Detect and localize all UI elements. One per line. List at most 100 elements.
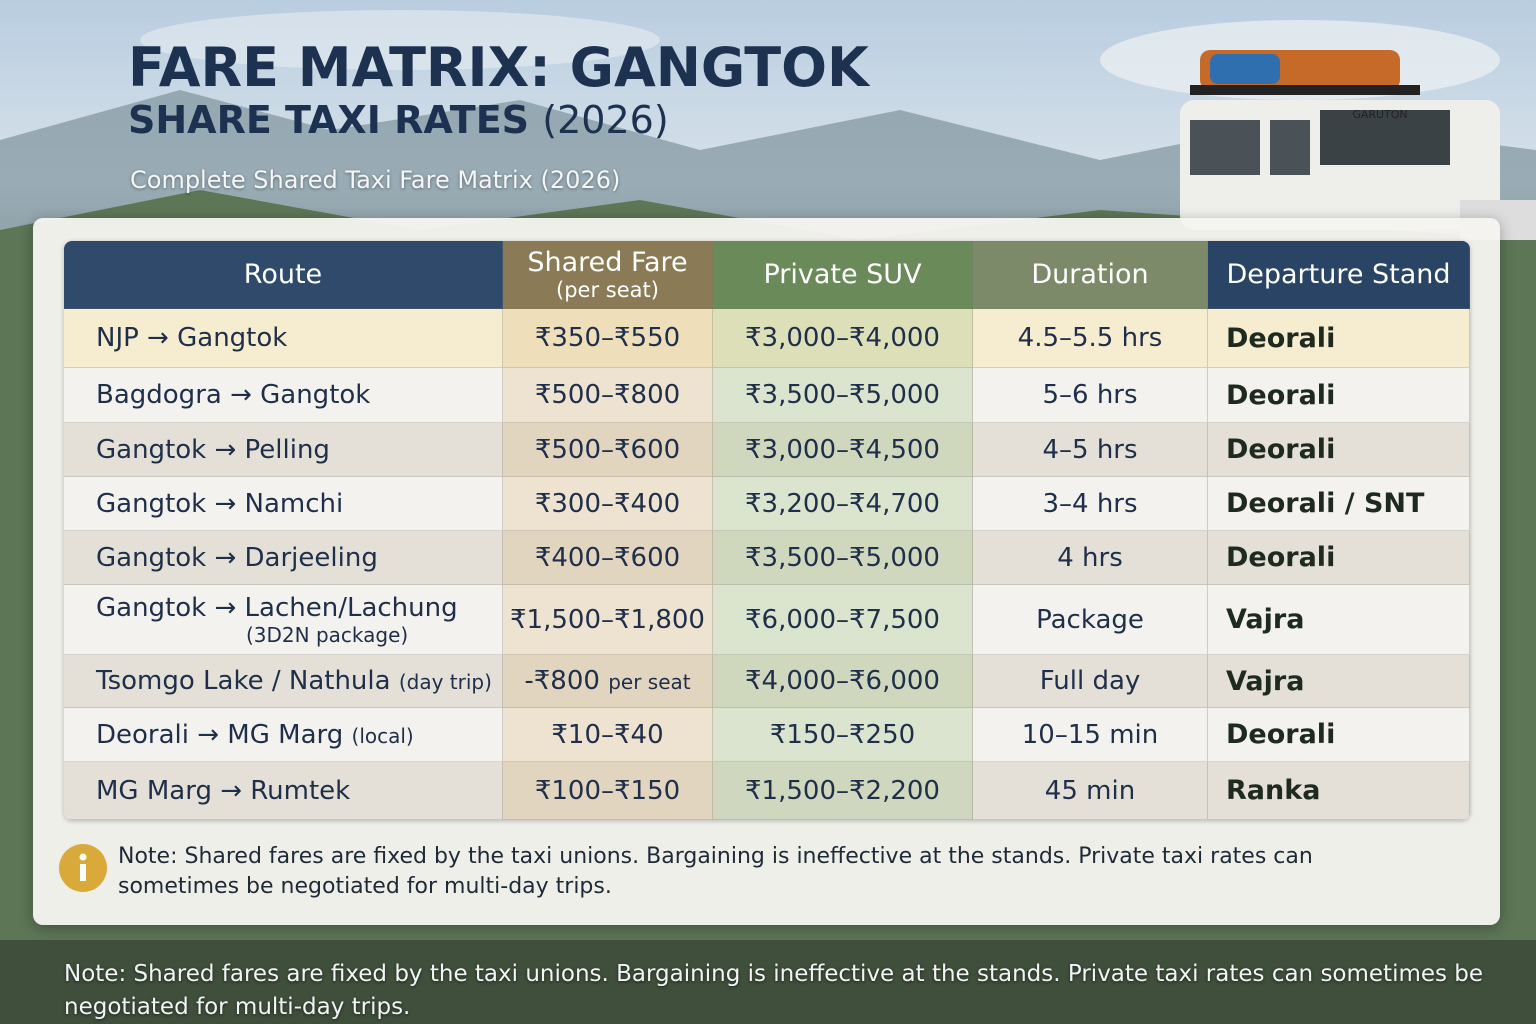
shared-text: ₹400–₹600 xyxy=(534,542,681,573)
shared-text: ₹300–₹400 xyxy=(534,488,681,519)
table-cell: ₹100–₹150 xyxy=(503,762,713,820)
cell-text: 4–5 hrs xyxy=(1042,435,1137,465)
column-header: Departure Stand xyxy=(1208,241,1470,309)
table-cell: 10–15 min xyxy=(973,708,1208,762)
stand-text: Deorali xyxy=(1226,322,1336,354)
cell-text: Gangtok → Lachen/Lachung xyxy=(96,593,502,623)
cell-text: ₹500–₹600 xyxy=(535,435,680,465)
route-text: Tsomgo Lake / Nathula xyxy=(96,666,391,696)
duration-text: Package xyxy=(1036,604,1144,635)
info-icon xyxy=(59,844,107,892)
cell-text: Vajra xyxy=(1226,604,1469,635)
suv-text: ₹1,500–₹2,200 xyxy=(745,775,940,806)
table-cell: Gangtok → Pelling xyxy=(64,423,503,477)
table-cell: NJP → Gangtok xyxy=(64,309,503,368)
column-header: Route xyxy=(64,241,503,309)
table-cell: ₹500–₹600 xyxy=(503,423,713,477)
table-cell: Gangtok → Lachen/Lachung (3D2N package) xyxy=(64,585,503,655)
stand-text: Deorali xyxy=(1226,379,1336,411)
shared-note: per seat xyxy=(608,670,691,694)
table-cell: Deorali xyxy=(1208,708,1470,762)
stand-text: Deorali / SNT xyxy=(1226,488,1425,519)
table-cell: ₹4,000–₹6,000 xyxy=(713,655,973,708)
duration-text: 3–4 hrs xyxy=(1042,488,1138,519)
cell-text: -₹800 per seat xyxy=(524,666,690,696)
column-label: Shared Fare xyxy=(527,247,688,278)
title: FARE MATRIX: GANGTOK xyxy=(128,36,869,99)
table-cell: Bagdogra → Gangtok xyxy=(64,368,503,423)
table-cell: Deorali → MG Marg (local) xyxy=(64,708,503,762)
table-cell: MG Marg → Rumtek xyxy=(64,762,503,820)
cell-text: Deorali xyxy=(1226,719,1469,750)
table-cell: Deorali xyxy=(1208,423,1470,477)
table-cell: 4–5 hrs xyxy=(973,423,1208,477)
cell-text: Package xyxy=(1036,605,1144,635)
subtitle: SHARE TAXI RATES (2026) xyxy=(128,98,669,142)
shared-text: ₹350–₹550 xyxy=(534,323,681,353)
footer-band xyxy=(0,940,1536,1024)
cell-text: ₹6,000–₹7,500 xyxy=(745,605,940,635)
table-cell: 45 min xyxy=(973,762,1208,820)
cell-text: ₹3,000–₹4,500 xyxy=(745,435,940,465)
column-header: Private SUV xyxy=(713,241,973,309)
table-cell: ₹3,200–₹4,700 xyxy=(713,477,973,531)
table-cell: ₹3,500–₹5,000 xyxy=(713,531,973,585)
shared-text: ₹100–₹150 xyxy=(534,775,681,806)
table-cell: ₹6,000–₹7,500 xyxy=(713,585,973,655)
cell-text: Deorali / SNT xyxy=(1226,488,1469,519)
cell-text: Deorali xyxy=(1226,434,1469,465)
table-cell: Deorali xyxy=(1208,531,1470,585)
stand-text: Deorali xyxy=(1226,542,1336,573)
cell-text: ₹10–₹40 xyxy=(551,720,663,750)
shared-text: ₹500–₹600 xyxy=(534,434,681,465)
cell-text: 5–6 hrs xyxy=(1042,380,1137,410)
table-cell: Deorali / SNT xyxy=(1208,477,1470,531)
route-text: Gangtok → Lachen/Lachung xyxy=(96,592,458,623)
table-cell: ₹1,500–₹2,200 xyxy=(713,762,973,820)
cell-text: Gangtok → Darjeeling xyxy=(96,543,502,573)
cell-text: Vajra xyxy=(1226,666,1469,697)
cell-text: ₹3,500–₹5,000 xyxy=(745,543,940,573)
cell-text: ₹4,000–₹6,000 xyxy=(745,666,940,696)
duration-text: Full day xyxy=(1039,666,1141,696)
table-cell: Vajra xyxy=(1208,655,1470,708)
duration-text: 5–6 hrs xyxy=(1042,380,1138,410)
cell-text: ₹3,500–₹5,000 xyxy=(745,380,940,410)
route-note: (day trip) xyxy=(398,670,492,694)
cell-text: ₹100–₹150 xyxy=(535,776,680,806)
shared-text: ₹1,500–₹1,800 xyxy=(510,604,705,635)
duration-text: 4–5 hrs xyxy=(1042,434,1138,465)
route-text: Gangtok → Namchi xyxy=(96,488,344,519)
route-text: NJP → Gangtok xyxy=(96,323,288,353)
duration-text: 45 min xyxy=(1044,775,1136,806)
table-cell: ₹3,500–₹5,000 xyxy=(713,368,973,423)
table-cell: ₹300–₹400 xyxy=(503,477,713,531)
table-cell: Full day xyxy=(973,655,1208,708)
duration-text: 4 hrs xyxy=(1057,542,1123,573)
cell-text: ₹1,500–₹2,200 xyxy=(745,776,940,806)
tagline: Complete Shared Taxi Fare Matrix (2026) xyxy=(130,166,621,194)
route-text: MG Marg → Rumtek xyxy=(96,775,351,806)
table-cell: Vajra xyxy=(1208,585,1470,655)
cell-text: ₹3,200–₹4,700 xyxy=(745,489,940,519)
table-cell: ₹150–₹250 xyxy=(713,708,973,762)
column-label: Route xyxy=(243,259,323,290)
table-cell: Deorali xyxy=(1208,309,1470,368)
suv-text: ₹3,000–₹4,000 xyxy=(745,323,940,353)
duration-text: 10–15 min xyxy=(1021,719,1159,750)
suv-text: ₹4,000–₹6,000 xyxy=(745,666,940,696)
cell-text: Ranka xyxy=(1226,775,1469,806)
subtitle-year: (2026) xyxy=(542,98,669,142)
route-note: (3D2N package) xyxy=(246,622,409,647)
stand-text: Vajra xyxy=(1226,665,1305,697)
table-cell: 3–4 hrs xyxy=(973,477,1208,531)
suv-text: ₹3,000–₹4,500 xyxy=(745,434,940,465)
cell-text: Gangtok → Pelling xyxy=(96,435,502,465)
cell-text: MG Marg → Rumtek xyxy=(96,776,502,806)
cell-text: ₹1,500–₹1,800 xyxy=(510,605,705,635)
subtitle-main: SHARE TAXI RATES xyxy=(128,98,530,142)
table-cell: ₹500–₹800 xyxy=(503,368,713,423)
cell-text: ₹300–₹400 xyxy=(535,489,680,519)
duration-text: 4.5–5.5 hrs xyxy=(1017,323,1163,353)
suv-text: ₹3,500–₹5,000 xyxy=(745,380,940,410)
